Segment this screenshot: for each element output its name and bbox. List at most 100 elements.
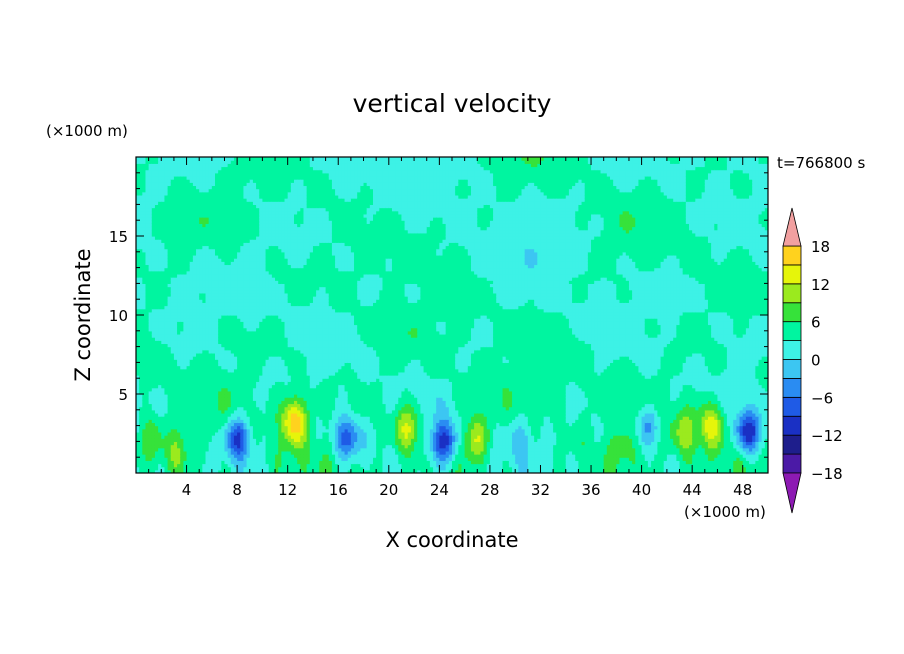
heatmap-cell [158, 229, 162, 234]
heatmap-cell [167, 207, 172, 212]
heatmap-cell [177, 270, 181, 275]
heatmap-cell [246, 330, 251, 335]
heatmap-cell [262, 264, 267, 269]
heatmap-cell [173, 267, 178, 272]
heatmap-cell [208, 390, 213, 395]
heatmap-cell [246, 210, 251, 215]
heatmap-cell [259, 166, 263, 171]
heatmap-cell [275, 251, 279, 256]
heatmap-cell [218, 213, 222, 218]
heatmap-cell [154, 381, 159, 386]
heatmap-cell [170, 315, 175, 319]
heatmap-cell [142, 416, 147, 420]
heatmap-cell [256, 359, 260, 363]
heatmap-cell [230, 188, 235, 193]
heatmap-cell [180, 403, 184, 408]
heatmap-cell [208, 409, 213, 414]
heatmap-cell [170, 267, 175, 272]
heatmap-cell [230, 356, 235, 360]
heatmap-cell [170, 444, 175, 449]
heatmap-cell [151, 384, 156, 389]
heatmap-cell [230, 412, 235, 417]
heatmap-cell [189, 390, 194, 395]
heatmap-cell [196, 463, 200, 468]
heatmap-cell [227, 422, 232, 427]
heatmap-cell [268, 400, 273, 405]
heatmap-cell [224, 166, 229, 171]
heatmap-cell [161, 302, 166, 307]
heatmap-cell [233, 226, 238, 231]
heatmap-cell [186, 236, 191, 240]
heatmap-cell [275, 175, 279, 180]
heatmap-cell [158, 425, 162, 430]
heatmap-cell [284, 454, 289, 458]
heatmap-cell [161, 327, 166, 332]
heatmap-cell [196, 390, 200, 395]
heatmap-cell [189, 365, 194, 370]
heatmap-cell [136, 270, 140, 275]
heatmap-cell [268, 318, 273, 322]
heatmap-cell [205, 188, 210, 193]
heatmap-cell [249, 308, 254, 313]
heatmap-cell [167, 172, 172, 177]
heatmap-cell [218, 343, 222, 348]
heatmap-cell [271, 163, 276, 168]
heatmap-cell [252, 236, 257, 240]
heatmap-cell [145, 169, 150, 174]
heatmap-cell [148, 318, 153, 322]
heatmap-cell [173, 450, 178, 455]
heatmap-cell [278, 277, 282, 281]
heatmap-cell [233, 245, 238, 250]
heatmap-cell [164, 182, 169, 187]
heatmap-cell [240, 198, 245, 202]
heatmap-cell [151, 223, 156, 228]
heatmap-cell [240, 277, 245, 281]
heatmap-cell [233, 315, 238, 319]
heatmap-cell [259, 416, 263, 420]
heatmap-cell [164, 340, 169, 345]
heatmap-cell [164, 220, 169, 224]
heatmap-cell [177, 384, 181, 389]
heatmap-cell [208, 188, 213, 193]
heatmap-cell [170, 466, 175, 471]
heatmap-cell [192, 311, 197, 316]
heatmap-cell [158, 375, 162, 379]
heatmap-cell [281, 466, 286, 471]
heatmap-cell [271, 239, 276, 243]
heatmap-cell [233, 346, 238, 351]
heatmap-cell [227, 318, 232, 322]
heatmap-cell [233, 194, 238, 199]
heatmap-cell [249, 381, 254, 386]
heatmap-cell [158, 217, 162, 221]
heatmap-cell [136, 324, 140, 329]
heatmap-cell [246, 172, 251, 177]
heatmap-cell [281, 450, 286, 455]
heatmap-cell [221, 403, 226, 408]
heatmap-cell [240, 400, 245, 405]
heatmap-cell [227, 450, 232, 455]
heatmap-cell [278, 324, 282, 329]
heatmap-cell [287, 261, 292, 266]
heatmap-cell [158, 264, 162, 269]
heatmap-cell [180, 299, 184, 303]
heatmap-cell [249, 245, 254, 250]
heatmap-cell [252, 400, 257, 405]
heatmap-cell [227, 381, 232, 386]
heatmap-cell [154, 207, 159, 212]
heatmap-cell [259, 333, 263, 338]
heatmap-cell [151, 397, 156, 401]
heatmap-cell [259, 191, 263, 196]
heatmap-cell [268, 378, 273, 382]
heatmap-cell [170, 229, 175, 234]
heatmap-cell [186, 416, 191, 420]
heatmap-cell [215, 362, 219, 367]
heatmap-cell [215, 292, 219, 297]
heatmap-cell [262, 463, 267, 468]
heatmap-cell [246, 270, 251, 275]
heatmap-cell [158, 457, 162, 461]
heatmap-cell [180, 236, 184, 240]
heatmap-cell [224, 194, 229, 199]
heatmap-cell [287, 198, 292, 202]
heatmap-cell [202, 185, 207, 190]
heatmap-cell [233, 175, 238, 180]
